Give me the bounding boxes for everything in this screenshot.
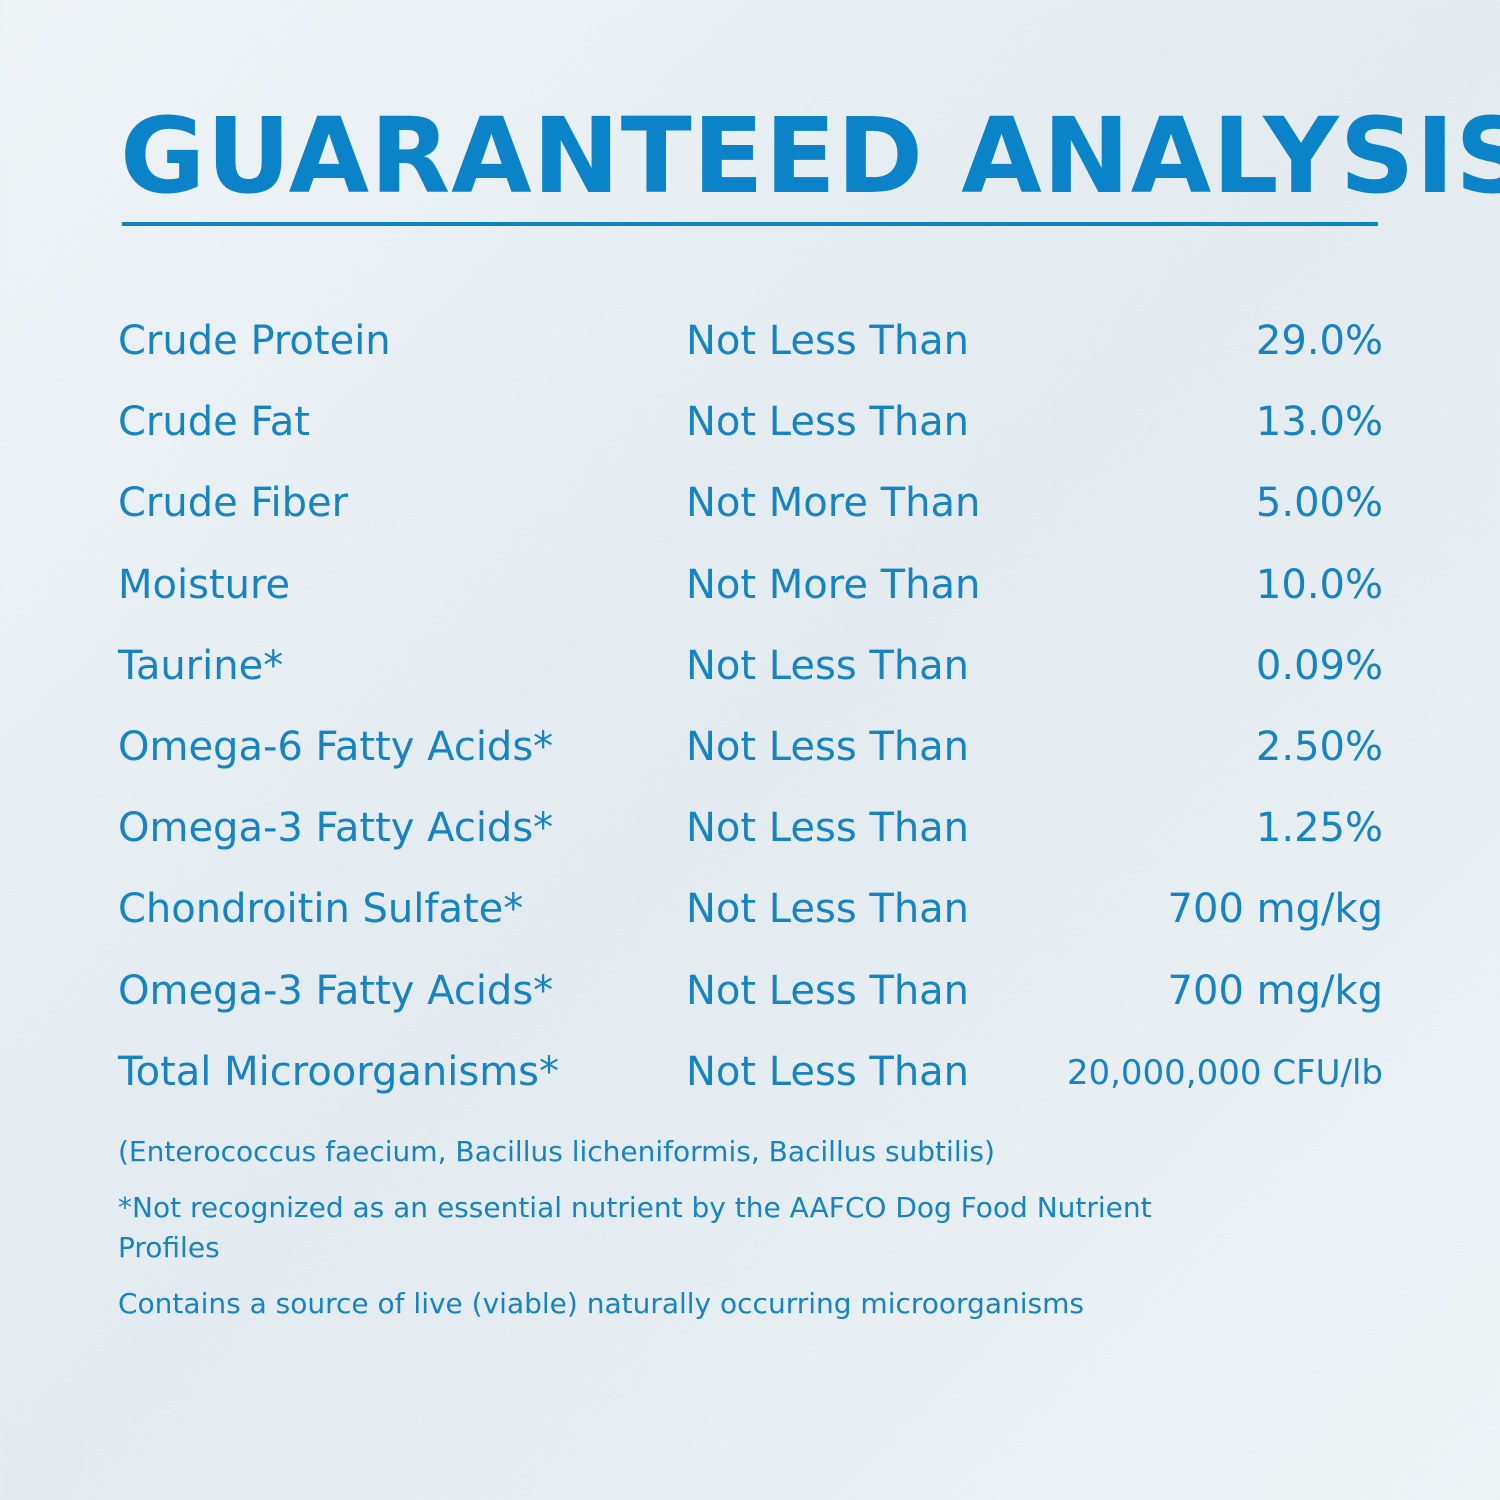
amount: 20,000,000 CFU/lb [1066,1052,1383,1093]
amount: 10.0% [1255,561,1383,608]
amount: 0.09% [1255,642,1383,689]
qualifier: Not Less Than [686,886,970,933]
table-row: Chondroitin Sulfate* Not Less Than 700 mg/… [118,886,1383,967]
qualifier: Not Less Than [686,642,970,689]
nutrient: Omega-6 Fatty Acids* [118,723,554,770]
qualifier: Not Less Than [686,723,970,770]
table-row: Omega-6 Fatty Acids* Not Less Than 2.50% [118,724,1383,805]
table-row: Crude Protein Not Less Than 29.0% [118,318,1383,399]
qualifier: Not Less Than [686,1048,970,1095]
nutrient: Total Microorganisms* [118,1048,560,1095]
notes: (Enterococcus faecium, Bacillus lichenif… [118,1132,1218,1340]
nutrient: Crude Fiber [118,480,349,527]
amount: 700 mg/kg [1167,886,1383,933]
amount: 1.25% [1255,805,1383,852]
title-rule [122,222,1378,226]
note: Contains a source of live (viable) natur… [118,1287,1084,1320]
nutrient: Moisture [118,561,291,608]
amount: 13.0% [1255,399,1383,446]
nutrient: Crude Fat [118,399,310,446]
qualifier: Not More Than [686,480,981,527]
qualifier: Not Less Than [686,318,970,364]
title: GUARANTEED ANALYSIS [120,95,1500,217]
qualifier: Not Less Than [686,805,970,852]
amount: 5.00% [1255,480,1383,527]
table-row: Taurine* Not Less Than 0.09% [118,643,1383,724]
nutrient: Omega-3 Fatty Acids* [118,967,554,1014]
note: (Enterococcus faecium, Bacillus lichenif… [118,1135,995,1168]
nutrient: Omega-3 Fatty Acids* [118,805,554,852]
qualifier: Not Less Than [686,399,970,446]
table-row: Crude Fiber Not More Than 5.00% [118,480,1383,561]
table-row: Omega-3 Fatty Acids* Not Less Than 1.25% [118,805,1383,886]
table-row: Omega-3 Fatty Acids* Not Less Than 700 mg/… [118,968,1383,1049]
table-row: Moisture Not More Than 10.0% [118,562,1383,643]
nutrient: Taurine* [118,642,284,689]
analysis-table: Crude Protein Not Less Than 29.0% Crude Fat… [118,318,1383,1130]
nutrient: Chondroitin Sulfate* [118,886,524,933]
qualifier: Not Less Than [686,967,970,1014]
nutrient: Crude Protein [118,318,391,364]
amount: 29.0% [1255,318,1383,364]
table-row: Crude Fat Not Less Than 13.0% [118,399,1383,480]
amount: 2.50% [1255,723,1383,770]
amount: 700 mg/kg [1167,967,1383,1014]
note: *Not recognized as an essential nutrient… [118,1191,1152,1264]
table-row: Total Microorganisms* Not Less Than 20,000… [118,1049,1383,1130]
qualifier: Not More Than [686,561,981,608]
